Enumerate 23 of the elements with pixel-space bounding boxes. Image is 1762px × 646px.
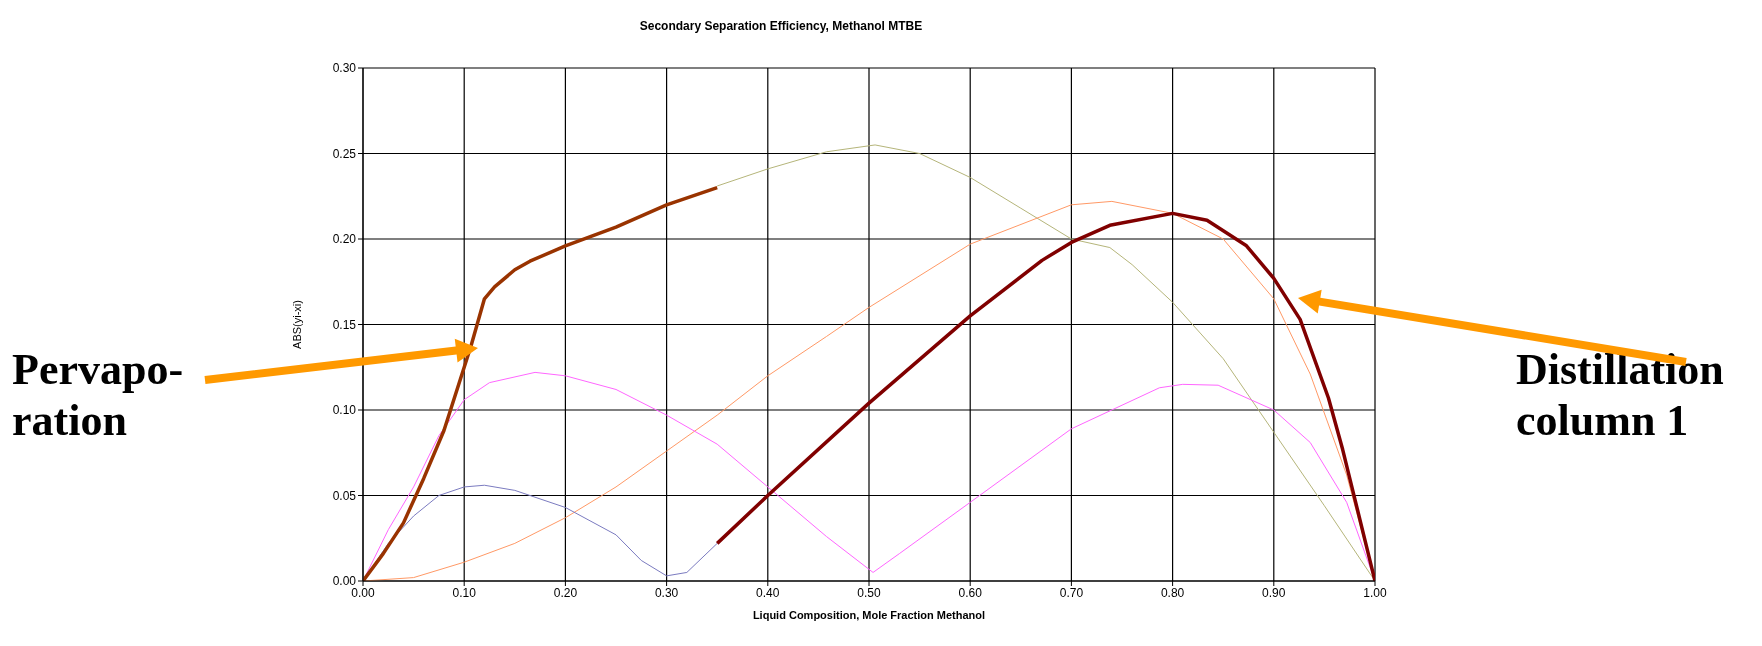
x-tick-label: 0.20: [553, 585, 578, 600]
x-tick-label: 0.70: [1059, 585, 1084, 600]
y-tick-label: 0.15: [332, 317, 357, 332]
chart-title: Secondary Separation Efficiency, Methanol MTBE: [638, 19, 924, 33]
line-series: [715, 211, 1375, 581]
y-tick-label: 0.10: [332, 403, 357, 418]
text: Distillation column 1: [1516, 345, 1724, 447]
x-tick-label: 0.80: [1160, 585, 1185, 600]
line-series: [363, 185, 719, 581]
x-tick-label: 1.00: [1363, 585, 1387, 600]
x-tick-label: 0.60: [958, 585, 983, 600]
y-tick-label: 0.25: [332, 146, 357, 161]
y-tick-label: 0.30: [332, 61, 357, 76]
x-tick-label: 0.50: [857, 585, 881, 600]
y-tick-label: 0.20: [332, 232, 357, 247]
x-tick-label: 0.30: [654, 585, 679, 600]
x-axis-title: Liquid Composition, Mole Fraction Methanol: [752, 609, 986, 621]
y-tick-label: 0.05: [332, 488, 357, 503]
y-axis-title: ABS(yi-xi): [290, 300, 303, 349]
x-tick-label: 0.10: [452, 585, 477, 600]
x-tick-label: 0.40: [756, 585, 780, 600]
x-tick-label: 0.90: [1262, 585, 1286, 600]
text: Pervapo- ration: [12, 345, 184, 447]
